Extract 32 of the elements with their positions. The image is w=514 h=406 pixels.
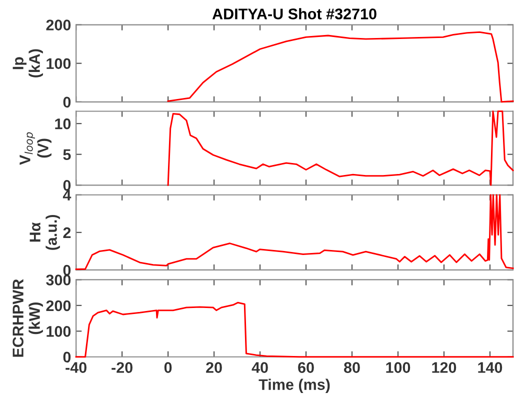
line-series <box>167 31 514 103</box>
chart-title: ADITYA-U Shot #32710 <box>212 8 376 20</box>
y-axis-title: Hα (a.u.) <box>30 214 60 250</box>
y-axis-title: ECRHPWR (kW) <box>12 279 43 357</box>
y-tick-label: 200 <box>46 300 71 312</box>
x-tick-label: -20 <box>112 362 132 373</box>
line-series <box>167 110 514 186</box>
y-tick-label: 200 <box>46 20 71 30</box>
y-tick-label: 2 <box>63 227 71 238</box>
x-axis-title: Time (ms) <box>258 378 330 393</box>
y-tick-label: 4 <box>62 190 72 200</box>
x-tick-label: 40 <box>252 362 268 373</box>
y-tick-label: 10 <box>55 118 71 130</box>
x-tick-label: -40 <box>66 362 86 373</box>
x-tick-label: 0 <box>164 362 172 373</box>
x-tick-label: 100 <box>386 362 410 373</box>
y-tick-label: 0 <box>63 352 71 363</box>
y-tick-label: 0 <box>63 180 71 191</box>
y-axis-title: V$_{loop}$ (V) <box>20 132 52 165</box>
y-tick-label: 0 <box>63 264 71 276</box>
line-series <box>75 194 514 270</box>
y-tick-label: 100 <box>46 58 71 70</box>
x-tick-label: 80 <box>344 362 360 373</box>
y-axis-title: Ip (kA) <box>12 49 43 78</box>
y-tick-label: 5 <box>63 149 71 160</box>
y-tick-label: 0 <box>63 96 71 108</box>
x-tick-label: 20 <box>206 362 222 373</box>
x-tick-label: 140 <box>478 362 502 373</box>
y-tick-label: 300 <box>46 274 71 286</box>
y-tick-label: 100 <box>46 326 71 337</box>
x-tick-label: 120 <box>432 362 456 373</box>
x-tick-label: 60 <box>298 362 314 373</box>
